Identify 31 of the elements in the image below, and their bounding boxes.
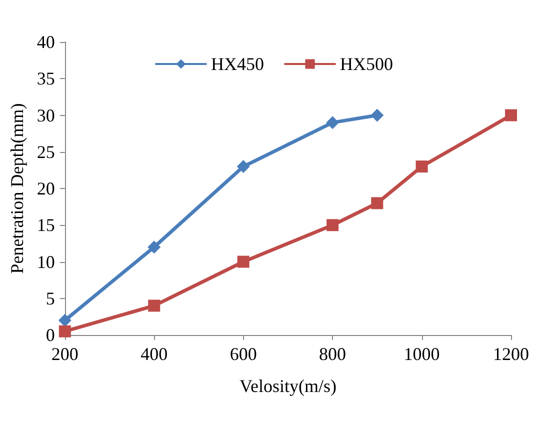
x-tick-label: 200: [51, 344, 78, 364]
point: [236, 160, 250, 174]
point: [237, 256, 250, 268]
point: [326, 116, 340, 130]
y-tick-label: 25: [36, 142, 55, 162]
y-tick-label: 20: [36, 178, 55, 198]
point: [505, 109, 517, 122]
point: [370, 108, 384, 122]
y-tick-label: 5: [46, 288, 55, 308]
point: [148, 300, 160, 312]
y-tick-label: 30: [36, 105, 55, 126]
legend-label: HX500: [340, 54, 393, 74]
x-tick-label: 800: [319, 344, 346, 364]
point: [416, 160, 428, 173]
y-axis-title: Penetration Depth(mm): [7, 103, 27, 274]
point: [148, 240, 161, 254]
x-tick-label: 1200: [493, 344, 529, 364]
y-tick-label: 10: [36, 252, 55, 272]
y-tick-label: 35: [36, 68, 55, 89]
y-tick-label: 0: [46, 325, 55, 345]
y-tick-label: 15: [36, 215, 55, 236]
x-axis-title: Velosity(m/s): [239, 376, 336, 396]
point: [58, 314, 72, 327]
point: [371, 197, 384, 210]
x-tick-label: 1000: [404, 344, 440, 364]
point: [326, 219, 339, 232]
legend-label: HX450: [211, 54, 264, 74]
x-tick-label: 600: [230, 344, 257, 364]
y-tick-label: 40: [36, 32, 55, 52]
point: [58, 325, 71, 338]
x-tick-label: 400: [140, 344, 168, 364]
